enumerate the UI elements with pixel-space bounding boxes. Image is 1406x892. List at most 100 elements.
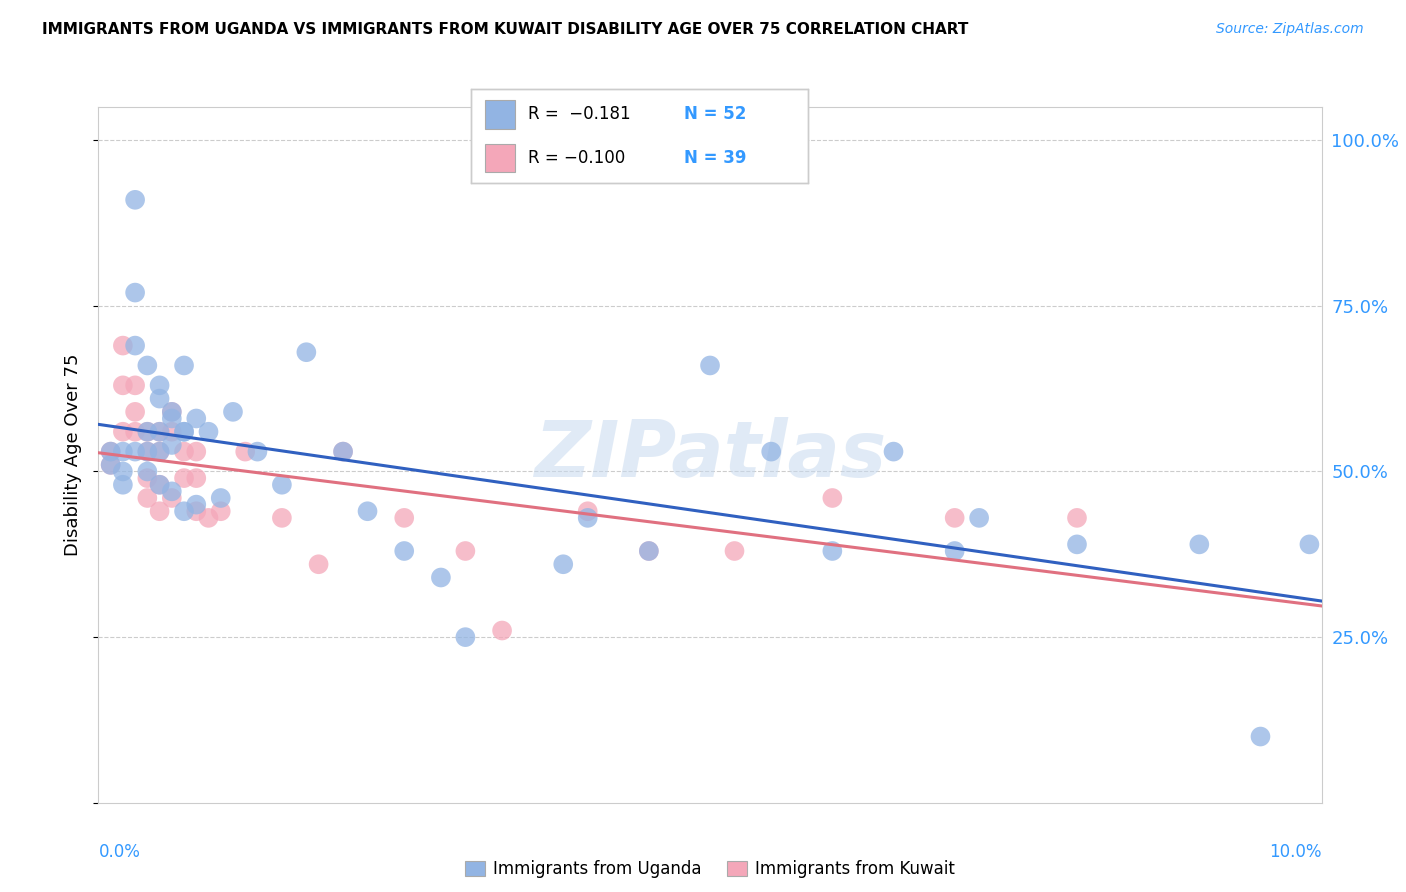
Point (100, 458, 122, 472)
Point (943, 544, 966, 558)
Point (149, 378, 172, 392)
Point (160, 425, 183, 439)
Point (124, 425, 146, 439)
Point (160, 491, 183, 505)
Y-axis label: Disability Age Over 75: Disability Age Over 75 (65, 353, 83, 557)
Point (111, 477, 134, 491)
Point (173, 359, 195, 373)
Point (111, 444, 134, 458)
Point (173, 471, 195, 485)
Point (491, 624, 513, 638)
Point (149, 444, 172, 458)
Point (149, 392, 172, 406)
Point (1066, 511, 1088, 525)
Point (821, 544, 844, 558)
Point (308, 558, 330, 572)
Point (430, 570, 453, 584)
Point (576, 504, 599, 518)
Point (100, 444, 122, 458)
Point (186, 498, 208, 512)
Point (943, 511, 966, 525)
Point (356, 504, 378, 518)
Point (209, 504, 232, 518)
Legend: Immigrants from Uganda, Immigrants from Kuwait: Immigrants from Uganda, Immigrants from … (458, 854, 962, 885)
Point (173, 504, 195, 518)
Point (186, 411, 208, 425)
FancyBboxPatch shape (485, 144, 515, 171)
Point (124, 378, 146, 392)
Point (209, 491, 232, 505)
Text: Source: ZipAtlas.com: Source: ZipAtlas.com (1216, 22, 1364, 37)
Point (173, 425, 195, 439)
Point (332, 444, 354, 458)
Point (270, 511, 292, 525)
Point (699, 359, 721, 373)
Text: N = 39: N = 39 (683, 149, 747, 167)
Point (883, 444, 905, 458)
Point (124, 285, 146, 300)
Point (136, 425, 159, 439)
Point (186, 471, 208, 485)
Point (576, 511, 599, 525)
Point (149, 477, 172, 491)
Point (759, 444, 782, 458)
Point (111, 338, 134, 352)
Point (160, 405, 183, 419)
Point (149, 425, 172, 439)
Point (637, 544, 661, 558)
Point (222, 405, 245, 419)
Point (124, 405, 146, 419)
Point (1066, 537, 1088, 551)
Point (637, 544, 661, 558)
Point (392, 511, 416, 525)
Point (136, 425, 159, 439)
Text: 0.0%: 0.0% (98, 843, 141, 861)
Point (160, 411, 183, 425)
Point (967, 511, 990, 525)
Point (1249, 730, 1271, 744)
Point (149, 425, 172, 439)
Text: ZIPatlas: ZIPatlas (534, 417, 886, 493)
Point (160, 438, 183, 452)
Point (821, 491, 844, 505)
Point (246, 444, 269, 458)
Point (149, 504, 172, 518)
Point (392, 544, 416, 558)
Point (160, 484, 183, 499)
Point (1298, 537, 1320, 551)
Point (454, 544, 477, 558)
Point (332, 444, 354, 458)
FancyBboxPatch shape (485, 101, 515, 128)
Point (149, 477, 172, 491)
Point (136, 465, 159, 479)
Point (173, 425, 195, 439)
Point (186, 444, 208, 458)
Point (160, 405, 183, 419)
Point (136, 471, 159, 485)
Point (111, 378, 134, 392)
Point (111, 465, 134, 479)
Text: IMMIGRANTS FROM UGANDA VS IMMIGRANTS FROM KUWAIT DISABILITY AGE OVER 75 CORRELAT: IMMIGRANTS FROM UGANDA VS IMMIGRANTS FRO… (42, 22, 969, 37)
Point (553, 558, 575, 572)
Point (100, 458, 122, 472)
Point (723, 544, 745, 558)
Text: N = 52: N = 52 (683, 105, 747, 123)
Text: R =  −0.181: R = −0.181 (529, 105, 631, 123)
Point (149, 444, 172, 458)
Point (136, 444, 159, 458)
Point (136, 491, 159, 505)
Point (454, 630, 477, 644)
Point (270, 477, 292, 491)
Point (197, 511, 219, 525)
Point (124, 338, 146, 352)
Point (173, 444, 195, 458)
Text: 10.0%: 10.0% (1270, 843, 1322, 861)
Point (136, 444, 159, 458)
Point (111, 425, 134, 439)
Point (124, 444, 146, 458)
Point (233, 444, 256, 458)
Point (124, 193, 146, 207)
Text: R = −0.100: R = −0.100 (529, 149, 626, 167)
Point (100, 444, 122, 458)
Point (197, 425, 219, 439)
